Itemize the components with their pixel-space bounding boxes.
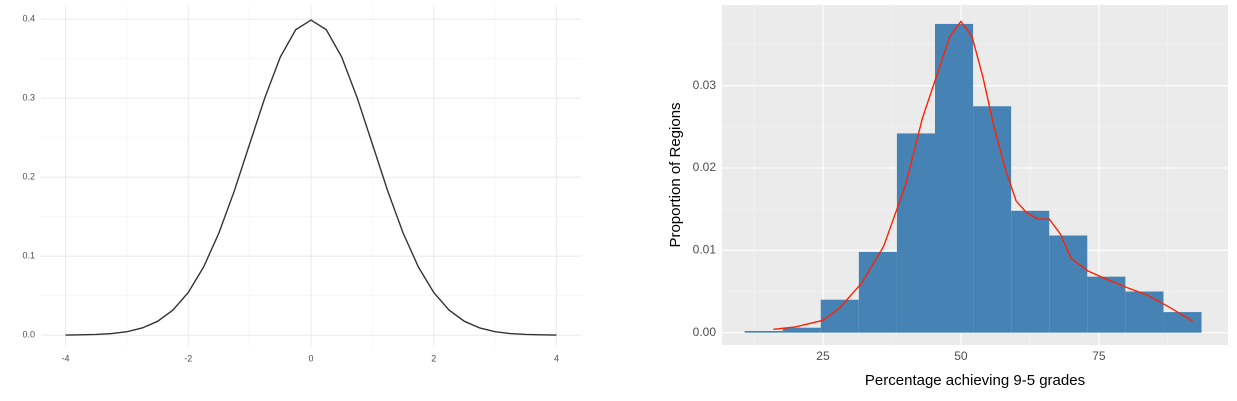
density-line xyxy=(65,19,557,336)
x-tick-label: -4 xyxy=(62,353,70,363)
histogram-bar xyxy=(934,23,974,333)
x-axis-title: Percentage achieving 9-5 grades xyxy=(865,372,1085,389)
histogram-bar xyxy=(1087,276,1126,333)
histogram-bar xyxy=(820,299,859,333)
x-tick-label: 75 xyxy=(1092,349,1106,363)
histogram-bar xyxy=(1163,312,1202,333)
density-line xyxy=(773,20,1194,331)
histogram-bar xyxy=(973,106,1012,333)
histogram-bar xyxy=(744,331,783,333)
x-tick-label: 25 xyxy=(816,349,830,363)
x-tick-label: -2 xyxy=(184,353,192,363)
x-tick-label: 0 xyxy=(308,353,313,363)
y-tick-label: 0.4 xyxy=(22,14,35,24)
histogram-bar xyxy=(896,133,935,333)
y-tick-label: 0.2 xyxy=(22,172,35,182)
y-tick-label: 0.1 xyxy=(22,251,35,261)
x-tick-label: 2 xyxy=(431,353,436,363)
histogram-bar xyxy=(1125,291,1164,333)
y-tick-label: 0.01 xyxy=(693,242,717,256)
y-tick-label: 0.02 xyxy=(693,160,717,174)
y-tick-label: 0.00 xyxy=(693,325,717,339)
y-axis-title: Proportion of Regions xyxy=(667,102,684,247)
histogram-bar xyxy=(858,251,897,333)
y-tick-label: 0.03 xyxy=(693,78,717,92)
x-tick-label: 4 xyxy=(554,353,559,363)
y-tick-label: 0.3 xyxy=(22,93,35,103)
histogram-bar xyxy=(1011,210,1050,333)
histogram-bar xyxy=(782,327,821,333)
x-tick-label: 50 xyxy=(954,349,968,363)
y-tick-label: 0.0 xyxy=(22,330,35,340)
